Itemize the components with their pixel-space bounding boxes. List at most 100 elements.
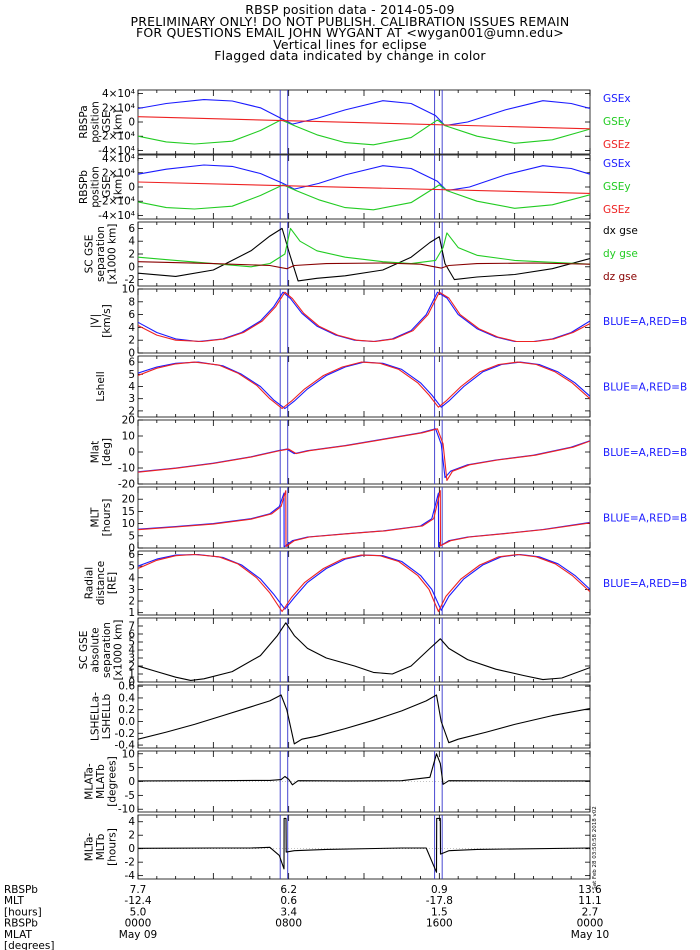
y-tick-label: -20 (118, 479, 135, 491)
footer-row-label: MLAT (4, 929, 33, 941)
series-line-dark_red (138, 261, 590, 270)
y-tick-label: -10 (118, 463, 135, 475)
series-line-black (138, 694, 590, 745)
y-axis-label: MLT (89, 507, 101, 527)
y-tick-label: 0 (128, 182, 135, 194)
legend-label: BLUE=A,RED=B (603, 316, 687, 328)
y-tick-label: -5 (125, 790, 135, 802)
y-tick-label: 5 (128, 561, 135, 573)
time-axis-footer: RBSPbMLT[hours]RBSPbMLAT[degrees]7.7-12.… (4, 884, 609, 950)
panel-frame (137, 419, 591, 485)
y-tick-label: 2×10⁴ (102, 167, 135, 179)
y-tick-label: 1 (128, 669, 135, 681)
panel-frame (137, 221, 591, 287)
series-line-red (138, 116, 590, 130)
series-line-blue (138, 553, 590, 611)
y-axis-label: [RE] (107, 572, 119, 594)
y-tick-label: 2 (128, 405, 135, 417)
y-axis-label: |V| (89, 314, 101, 328)
y-tick-label: 0 (128, 348, 135, 360)
y-axis-label: LSHELLb (101, 693, 113, 739)
y-axis-label: [deg] (101, 438, 113, 466)
footer-value: -17.8 (426, 895, 453, 907)
footer-value: -12.4 (124, 895, 151, 907)
y-tick-label: 2 (128, 249, 135, 261)
series-line-blue (138, 361, 590, 410)
y-tick-label: -10 (118, 804, 135, 816)
footer-value: 3.4 (280, 906, 297, 918)
y-axis-label: position (89, 101, 101, 143)
y-tick-label: -4 (125, 870, 136, 882)
y-axis-label: MLTb (95, 833, 107, 860)
y-axis-label: absolute (89, 627, 101, 672)
legend-label: dy gse (603, 248, 638, 260)
y-axis-label: LSHELLa- (89, 692, 101, 741)
footer-row-label: RBSPb (4, 884, 38, 896)
y-tick-label: 0.4 (118, 692, 135, 704)
y-tick-label: 4 (128, 645, 135, 657)
y-tick-label: 4 (128, 572, 135, 584)
panel-frame (137, 486, 591, 549)
panel-frame (137, 814, 591, 880)
footer-value: 0.9 (431, 884, 448, 896)
footer-value: 0800 (275, 918, 302, 930)
footer-value: May 09 (119, 929, 157, 941)
y-tick-label: 6 (128, 549, 135, 561)
y-axis-label: SC GSE (78, 631, 90, 670)
legend-label: dz gse (603, 271, 637, 283)
contact-line: FOR QUESTIONS EMAIL JOHN WYGANT AT <wyga… (135, 25, 564, 41)
y-tick-label: 2 (128, 335, 135, 347)
y-tick-label: 6 (128, 309, 135, 321)
y-tick-label: 5 (128, 369, 135, 381)
y-axis-label: separation (95, 226, 107, 282)
y-tick-label: 6 (128, 629, 135, 641)
panel-mlat: 20 10 0 -10 -20 Mlat [deg] BLUE=A,RED=B (89, 415, 687, 491)
panel-frame (137, 355, 591, 418)
series-line-green (138, 184, 590, 211)
y-axis-label: Lshell (95, 371, 107, 401)
footer-row-label: MLT (4, 895, 24, 907)
y-axis-label: GSE (101, 111, 113, 132)
y-axis-label: [degrees] (107, 756, 119, 806)
y-axis-label: [hours] (101, 499, 113, 537)
legend-label: GSEz (603, 139, 630, 151)
y-tick-label: 10 (122, 284, 135, 296)
footer-value: 13.6 (578, 884, 602, 896)
footer-value: 0.6 (280, 895, 297, 907)
preliminary-warning: PRELIMINARY ONLY! DO NOT PUBLISH. CALIBR… (130, 13, 570, 29)
y-tick-label: 4 (128, 381, 135, 393)
panel-frame (137, 550, 591, 616)
footer-value: 2.7 (582, 906, 599, 918)
series-line-red (138, 361, 590, 410)
footer-value: May 10 (571, 929, 609, 941)
y-axis-label: SC GSE (84, 235, 96, 274)
panel-mlat-diff: 10 5 0 -5 -10 MLATa- MLATb [degrees] (84, 748, 591, 816)
footer-value: 5.0 (130, 906, 147, 918)
panel-rbspa-gse: 4×10⁴ 2×10⁴ 0 -2×10⁴ -4×10⁴ RBSPa position GSE[… (78, 88, 631, 157)
y-tick-label: -4×10⁴ (98, 145, 135, 157)
y-tick-label: 20 (122, 494, 135, 506)
y-axis-label: position (89, 166, 101, 208)
footer-value: 6.2 (280, 884, 297, 896)
y-tick-label: 4×10⁴ (102, 88, 135, 100)
series-line-blue (138, 492, 590, 548)
y-axis-label: [km] (112, 110, 124, 135)
y-tick-label: 0 (128, 677, 135, 689)
footer-row-label: [hours] (4, 906, 42, 918)
legend-label: GSEx (603, 93, 631, 105)
y-tick-label: 10 (122, 518, 135, 530)
y-tick-label: 0 (128, 117, 135, 129)
y-tick-label: 2 (128, 830, 135, 842)
series-line-black (138, 622, 590, 681)
y-tick-label: 2 (128, 596, 135, 608)
y-tick-label: 6 (128, 357, 135, 369)
y-tick-label: 2×10⁴ (102, 102, 135, 114)
y-axis-label: [hours] (107, 828, 119, 866)
y-tick-label: -0.4 (115, 740, 136, 752)
series-line-blue (138, 99, 590, 127)
legend-label: BLUE=A,RED=B (603, 382, 687, 394)
